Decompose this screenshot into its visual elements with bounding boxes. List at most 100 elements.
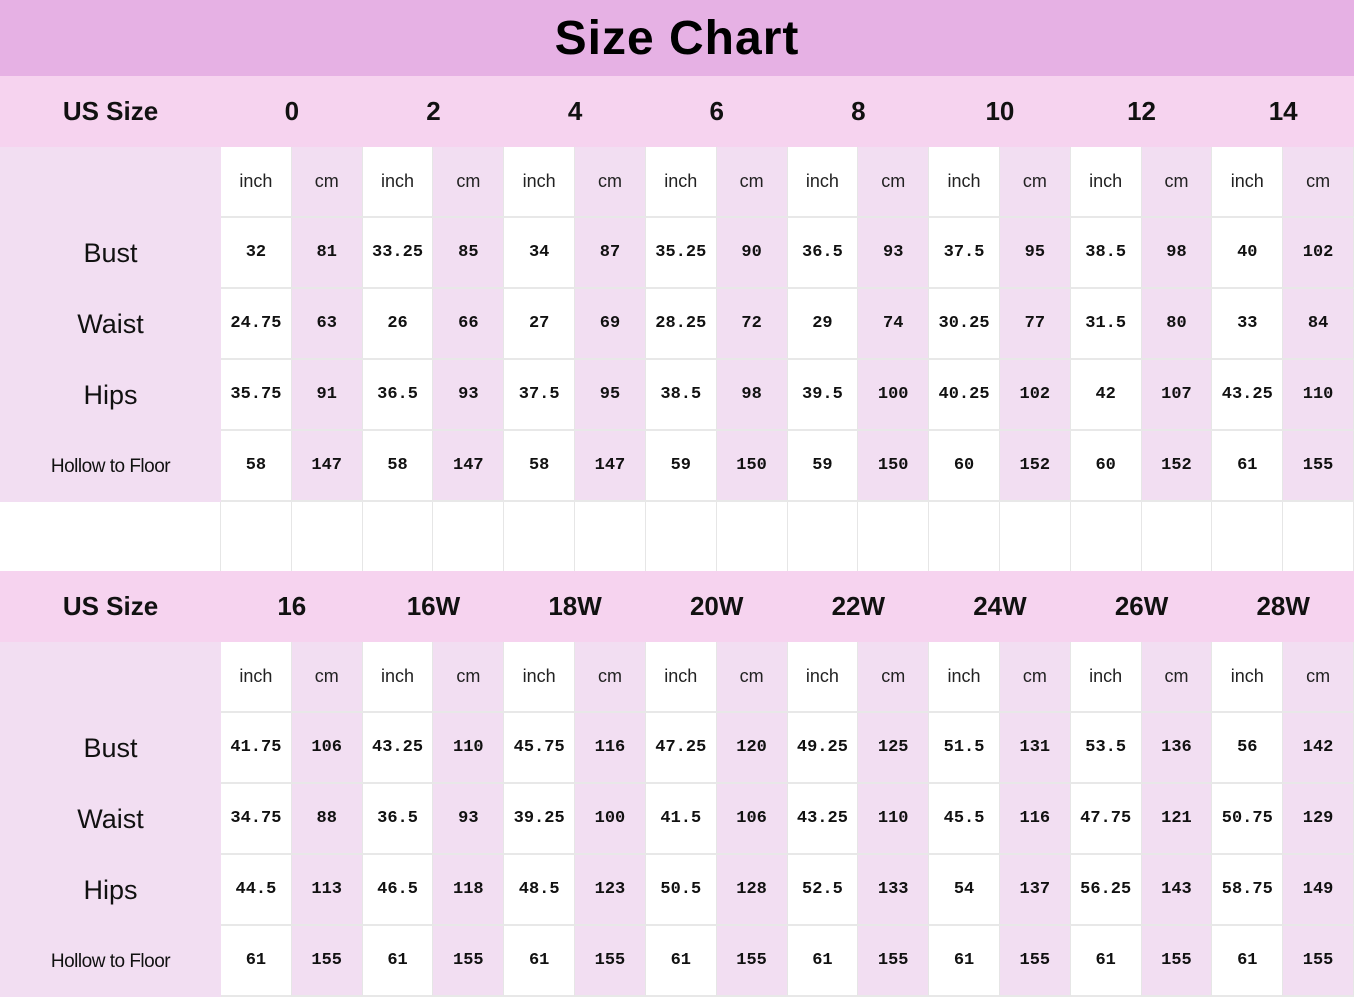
spacer-cell — [504, 502, 576, 573]
value-cell: 58 — [504, 431, 576, 502]
value-cell: 59 — [787, 431, 859, 502]
unit-header: cm — [433, 147, 505, 218]
header-row — [0, 571, 1354, 642]
size-header: 22W — [831, 591, 886, 621]
value-cell: 155 — [1283, 926, 1354, 997]
unit-header: cm — [575, 642, 646, 713]
unit-header: inch — [362, 147, 434, 218]
value-cell: 24.75 — [221, 289, 292, 360]
value-cell: 61 — [504, 926, 576, 997]
value-cell: 37.5 — [504, 360, 576, 431]
us-size-label: US Size — [62, 96, 159, 126]
value-cell: 110 — [433, 713, 505, 784]
value-cell: 61 — [1212, 431, 1284, 502]
value-cell: 102 — [1283, 218, 1354, 289]
value-cell: 61 — [1070, 926, 1142, 997]
value-cell: 129 — [1283, 784, 1354, 855]
label-column — [0, 642, 221, 997]
value-cell: 48.5 — [504, 855, 576, 926]
value-cell: 95 — [999, 218, 1071, 289]
value-cell: 142 — [1283, 713, 1354, 784]
value-cell: 155 — [999, 926, 1071, 997]
value-cell: 43.25 — [787, 784, 859, 855]
us-size-label: US Size — [62, 591, 159, 621]
value-cell: 34.75 — [221, 784, 292, 855]
value-cell: 74 — [858, 289, 930, 360]
size-header: 24W — [973, 591, 1027, 621]
value-cell: 90 — [716, 218, 788, 289]
value-cell: 123 — [575, 855, 646, 926]
value-cell: 116 — [575, 713, 646, 784]
value-cell: 110 — [1283, 360, 1354, 431]
value-cell: 155 — [575, 926, 646, 997]
value-cell: 131 — [999, 713, 1071, 784]
size-header: 20W — [689, 591, 744, 621]
unit-header: cm — [291, 642, 363, 713]
value-cell: 80 — [1141, 289, 1213, 360]
unit-header: cm — [716, 147, 788, 218]
unit-header: cm — [999, 147, 1071, 218]
value-cell: 46.5 — [362, 855, 434, 926]
value-cell: 49.25 — [787, 713, 859, 784]
value-cell: 50.75 — [1212, 784, 1284, 855]
value-cell: 100 — [575, 784, 646, 855]
size-header: 16W — [406, 591, 461, 621]
spacer-cell — [362, 502, 434, 573]
value-cell: 93 — [433, 360, 505, 431]
value-cell: 31.5 — [1070, 289, 1142, 360]
unit-header: inch — [787, 642, 859, 713]
unit-header: inch — [504, 642, 576, 713]
value-cell: 61 — [787, 926, 859, 997]
value-cell: 98 — [1141, 218, 1213, 289]
value-cell: 155 — [1141, 926, 1213, 997]
value-cell: 66 — [433, 289, 505, 360]
size-header: 18W — [548, 591, 602, 621]
spacer-cell — [858, 502, 930, 573]
size-header: 14 — [1268, 96, 1298, 126]
value-cell: 72 — [716, 289, 788, 360]
unit-header: cm — [291, 147, 363, 218]
value-cell: 39.5 — [787, 360, 859, 431]
value-cell: 53.5 — [1070, 713, 1142, 784]
value-cell: 40 — [1212, 218, 1284, 289]
value-cell: 143 — [1141, 855, 1213, 926]
value-cell: 120 — [716, 713, 788, 784]
spacer-cell — [999, 502, 1071, 573]
value-cell: 102 — [999, 360, 1071, 431]
unit-header: inch — [1212, 147, 1284, 218]
value-cell: 45.5 — [929, 784, 1000, 855]
unit-header: inch — [221, 642, 292, 713]
value-cell: 28.25 — [645, 289, 717, 360]
unit-header: cm — [999, 642, 1071, 713]
label-column — [0, 147, 221, 502]
value-cell: 61 — [1212, 926, 1284, 997]
value-cell: 36.5 — [362, 360, 434, 431]
value-cell: 35.25 — [645, 218, 717, 289]
size-header: 26W — [1114, 591, 1169, 621]
spacer-cell — [1070, 502, 1142, 573]
unit-header: inch — [645, 642, 717, 713]
value-cell: 60 — [1070, 431, 1142, 502]
value-cell: 69 — [575, 289, 646, 360]
value-cell: 95 — [575, 360, 646, 431]
unit-header: cm — [858, 642, 930, 713]
unit-header: cm — [858, 147, 930, 218]
value-cell: 27 — [504, 289, 576, 360]
value-cell: 150 — [716, 431, 788, 502]
value-cell: 47.25 — [645, 713, 717, 784]
value-cell: 147 — [291, 431, 363, 502]
value-cell: 91 — [291, 360, 363, 431]
spacer-cell — [929, 502, 1000, 573]
value-cell: 35.75 — [221, 360, 292, 431]
measurement-label: Hollow to Floor — [50, 455, 171, 477]
value-cell: 113 — [291, 855, 363, 926]
value-cell: 152 — [1141, 431, 1213, 502]
value-cell: 150 — [858, 431, 930, 502]
value-cell: 56.25 — [1070, 855, 1142, 926]
value-cell: 121 — [1141, 784, 1213, 855]
value-cell: 155 — [1283, 431, 1354, 502]
measurement-label: Waist — [77, 309, 144, 339]
size-header: 16 — [277, 591, 307, 621]
measurement-label: Bust — [83, 238, 138, 268]
value-cell: 58.75 — [1212, 855, 1284, 926]
